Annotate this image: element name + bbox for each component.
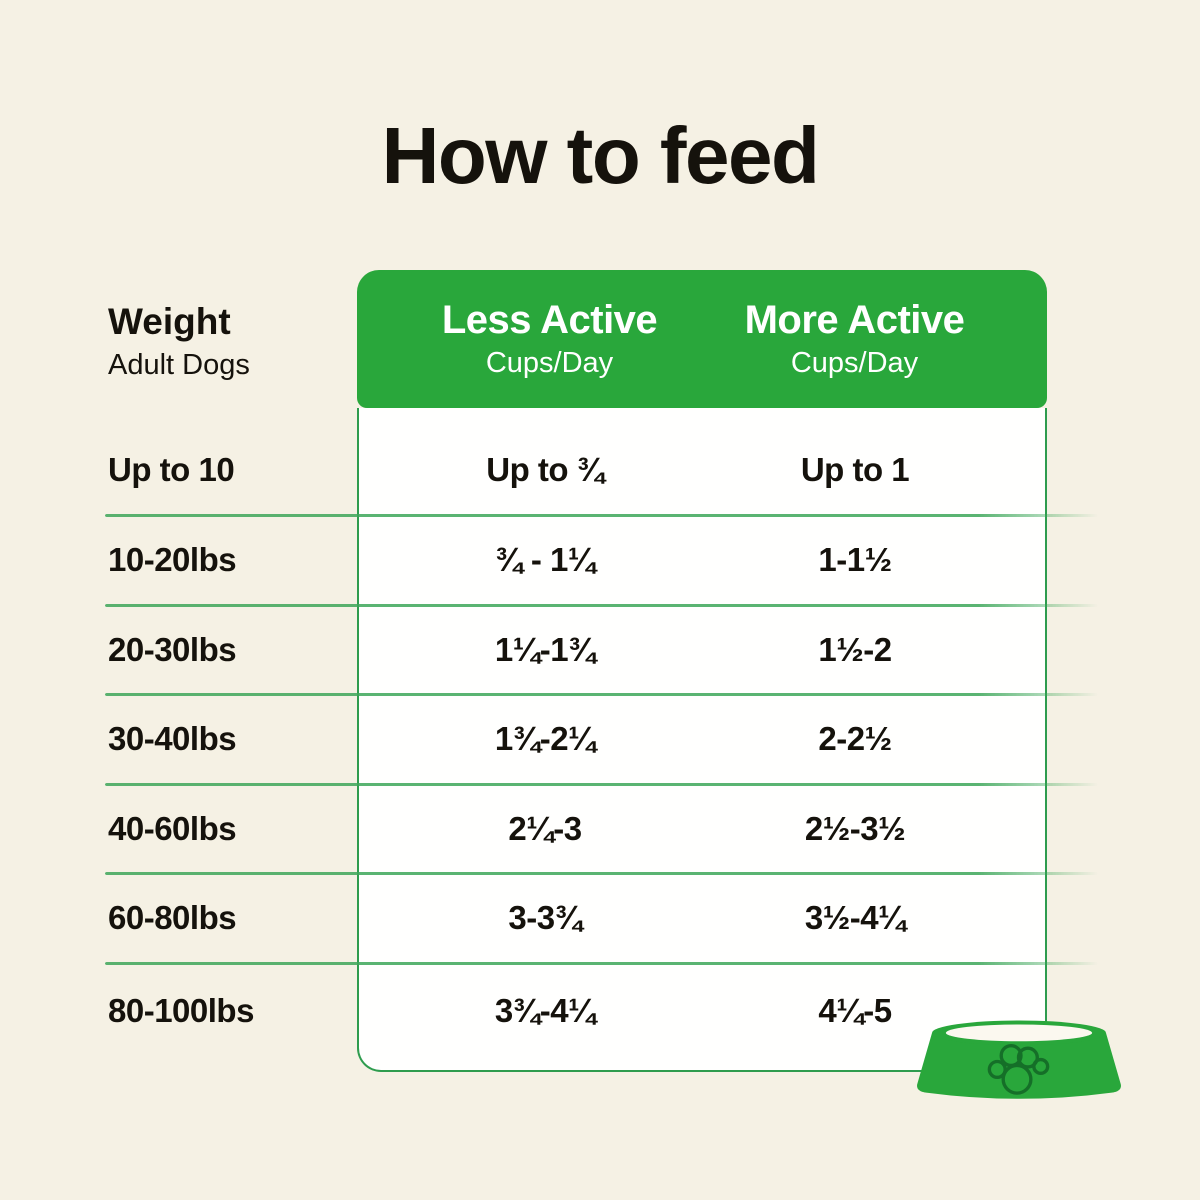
table-row: 20-30lbs 1¼-1¾ 1½-2 <box>0 605 1200 694</box>
table-row: 10-20lbs ¾ - 1¼ 1-1½ <box>0 515 1200 605</box>
more-active-cell: 1½-2 <box>818 630 892 668</box>
row-separator <box>105 693 1098 696</box>
page-title: How to feed <box>381 111 820 200</box>
weight-cell: 10-20lbs <box>108 541 237 578</box>
column-title: More Active <box>744 298 965 342</box>
table-row: 60-80lbs 3-3¾ 3½-4¼ <box>0 873 1200 963</box>
weight-column-header: Weight Adult Dogs <box>108 303 250 380</box>
more-active-cell: 3½-4¼ <box>804 899 906 936</box>
more-active-cell: 1-1½ <box>818 541 892 578</box>
less-active-cell: 2¼-3 <box>508 809 582 847</box>
table-row: 30-40lbs 1¾-2¼ 2-2½ <box>0 694 1200 784</box>
row-separator <box>105 872 1098 875</box>
table-header: Less Active Cups/Day More Active Cups/Da… <box>357 270 1047 408</box>
weight-cell: Up to 10 <box>108 450 235 488</box>
row-separator <box>105 783 1098 786</box>
more-active-cell: 4¼-5 <box>818 991 892 1029</box>
row-separator <box>105 604 1098 607</box>
table-rows: Up to 10 Up to ¾ Up to 1 10-20lbs ¾ - 1¼… <box>0 408 1200 1072</box>
more-active-cell: Up to 1 <box>800 450 910 488</box>
table-row: 40-60lbs 2¼-3 2½-3½ <box>0 784 1200 873</box>
more-active-cell: 2-2½ <box>818 720 892 757</box>
less-active-cell: ¾ - 1¼ <box>495 541 595 578</box>
less-active-cell: 3¾-4¼ <box>494 991 596 1029</box>
less-active-cell: 3-3¾ <box>508 899 582 936</box>
column-header-less-active: Less Active Cups/Day <box>397 300 702 378</box>
table-row: Up to 10 Up to ¾ Up to 1 <box>0 408 1200 515</box>
weight-header-subtitle: Adult Dogs <box>108 349 250 381</box>
weight-cell: 40-60lbs <box>108 809 237 847</box>
table-body-panel <box>357 408 1047 1072</box>
less-active-cell: 1¼-1¾ <box>494 630 596 668</box>
less-active-cell: Up to ¾ <box>486 450 604 488</box>
weight-header-title: Weight <box>108 301 231 342</box>
weight-cell: 20-30lbs <box>108 630 237 668</box>
dog-bowl-icon <box>917 1020 1121 1099</box>
weight-cell: 80-100lbs <box>108 991 254 1029</box>
column-header-more-active: More Active Cups/Day <box>702 300 1007 378</box>
more-active-cell: 2½-3½ <box>804 809 906 847</box>
column-subtitle: Cups/Day <box>485 347 614 379</box>
column-subtitle: Cups/Day <box>790 347 919 379</box>
weight-cell: 30-40lbs <box>108 720 237 757</box>
table-row: 80-100lbs 3¾-4¼ 4¼-5 <box>0 963 1200 1072</box>
paw-print-icon <box>987 1044 1050 1095</box>
row-separator <box>105 514 1098 517</box>
less-active-cell: 1¾-2¼ <box>494 720 596 757</box>
column-title: Less Active <box>441 298 658 342</box>
row-separator <box>105 962 1098 965</box>
weight-cell: 60-80lbs <box>108 899 237 936</box>
